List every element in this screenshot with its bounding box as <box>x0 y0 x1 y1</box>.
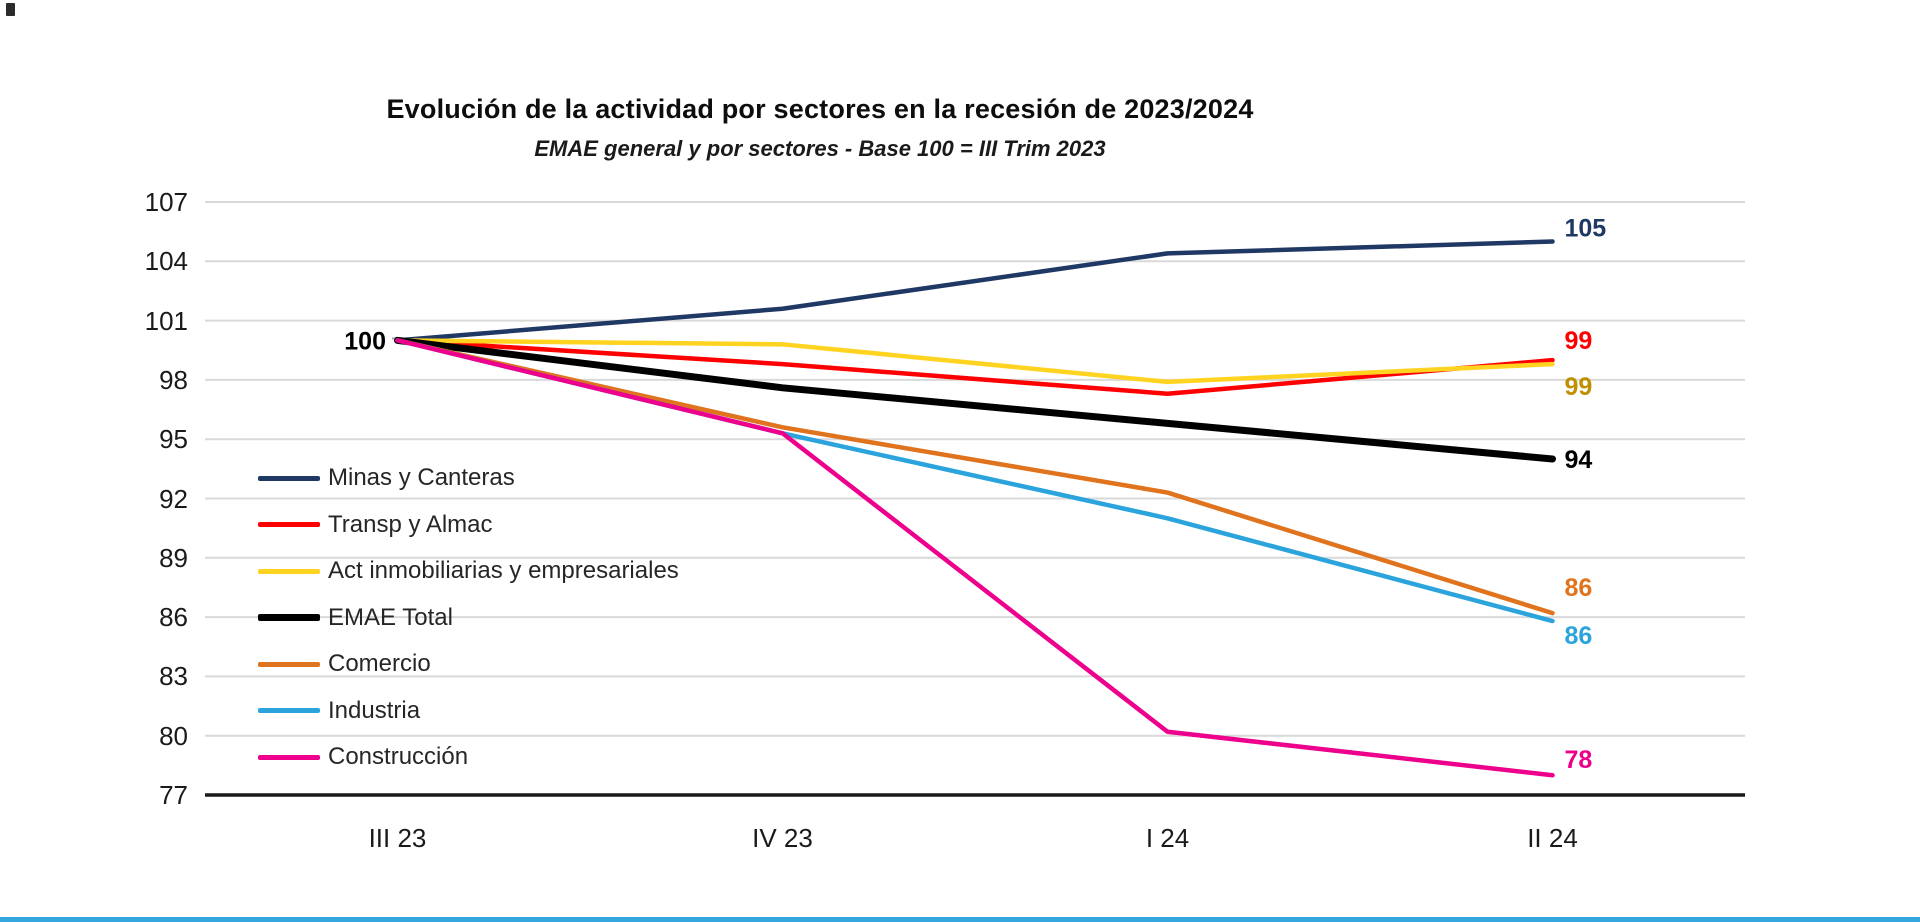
x-axis-tick-label: IV 23 <box>752 823 813 853</box>
y-axis-tick-label: 104 <box>144 246 188 277</box>
legend-item-industria: Industria <box>258 688 420 734</box>
legend-swatch <box>258 614 320 621</box>
y-axis-tick-label: 83 <box>159 661 188 692</box>
series-line-construcci-n <box>395 338 1555 778</box>
end-value-label: 86 <box>1565 574 1593 602</box>
legend-swatch <box>258 708 320 713</box>
legend-label: Construcción <box>328 743 469 770</box>
legend-swatch <box>258 754 320 760</box>
legend-label: Comercio <box>328 650 431 677</box>
end-value-label: 94 <box>1565 446 1593 474</box>
legend-swatch <box>258 568 320 574</box>
series-line-emae-total <box>394 336 1556 463</box>
x-axis-tick-label: II 24 <box>1527 823 1578 853</box>
chart-title: Evolución de la actividad por sectores e… <box>386 94 1254 124</box>
series-line-minas-y-canteras <box>395 239 1555 343</box>
legend-label: Minas y Canteras <box>328 464 515 491</box>
end-value-label: 78 <box>1565 746 1593 774</box>
series-line-comercio <box>395 338 1555 616</box>
legend-label: Industria <box>328 696 421 724</box>
y-axis-tick-label: 101 <box>144 305 188 336</box>
x-axis-tick-label: III 23 <box>368 823 427 853</box>
series-line-act-inmobiliarias-y-empresariales <box>395 338 1555 385</box>
chart-subtitle: EMAE general y por sectores - Base 100 =… <box>534 136 1106 161</box>
base-value-label: 100 <box>344 327 386 355</box>
legend-swatch <box>258 522 320 527</box>
legend-item-comercio: Comercio <box>258 641 431 687</box>
y-axis-tick-label: 77 <box>159 780 188 810</box>
y-axis-tick-label: 95 <box>159 424 188 455</box>
y-axis-tick-label: 86 <box>159 602 188 633</box>
end-value-label: 86 <box>1565 622 1593 650</box>
legend-item-emae-total: EMAE Total <box>258 595 453 641</box>
y-axis-tick-label: 107 <box>144 187 188 217</box>
end-value-label: 105 <box>1565 215 1607 243</box>
y-axis-tick-label: 80 <box>159 720 188 751</box>
legend-item-construcci-n: Construcción <box>258 734 468 780</box>
legend-swatch <box>258 661 320 667</box>
legend-item-transp-y-almac: Transp y Almac <box>258 502 493 548</box>
y-axis-tick-label: 89 <box>159 542 188 573</box>
legend-label: Transp y Almac <box>328 510 493 538</box>
legend-label: Act inmobiliarias y empresariales <box>328 557 679 584</box>
end-value-label: 99 <box>1565 373 1593 401</box>
y-axis-tick-label: 98 <box>159 364 188 395</box>
screen-artifact <box>6 3 15 16</box>
x-axis-tick-label: I 24 <box>1145 823 1190 853</box>
bottom-edge-line <box>0 917 1920 922</box>
end-value-label: 99 <box>1565 327 1593 355</box>
y-axis-tick-label: 92 <box>159 483 188 514</box>
legend-swatch <box>258 475 320 481</box>
series-line-transp-y-almac <box>395 338 1555 396</box>
legend-label: EMAE Total <box>328 603 453 631</box>
legend-item-minas-y-canteras: Minas y Canteras <box>258 455 515 501</box>
legend-item-act-inmobiliarias-y-empresariales: Act inmobiliarias y empresariales <box>258 548 679 594</box>
